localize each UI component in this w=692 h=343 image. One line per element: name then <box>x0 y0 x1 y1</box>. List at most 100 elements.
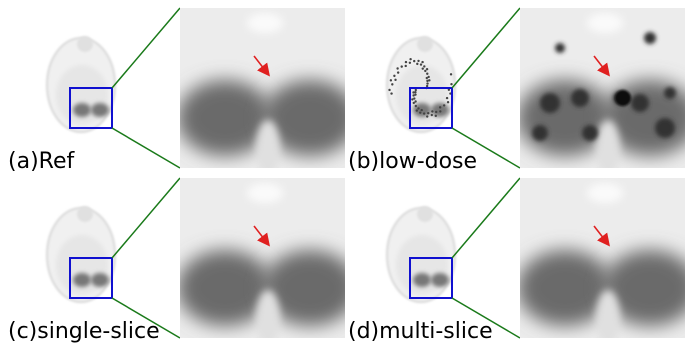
noise <box>426 115 428 117</box>
head-top <box>417 36 433 52</box>
noise <box>420 63 422 65</box>
noise <box>388 89 390 91</box>
lobe <box>73 103 91 117</box>
noise <box>409 58 411 60</box>
noise-blob <box>655 118 675 138</box>
overview-image <box>47 206 115 302</box>
noise <box>393 75 395 77</box>
noise <box>420 109 422 111</box>
panel: (b)low-dose <box>348 8 692 176</box>
noise <box>431 110 433 112</box>
panel-label: (c)single-slice <box>8 319 160 343</box>
panel-label: (d)multi-slice <box>348 319 493 343</box>
overview-image <box>387 36 455 132</box>
gap <box>256 120 280 176</box>
zoom-image <box>517 8 692 176</box>
noise <box>426 73 428 75</box>
noise-blob <box>664 87 676 99</box>
gap <box>596 120 620 176</box>
noise <box>423 65 425 67</box>
lobe <box>431 273 449 287</box>
noise <box>426 82 428 84</box>
noise <box>423 112 425 114</box>
bright-spot <box>587 13 623 33</box>
noise <box>414 93 416 95</box>
overview-image <box>47 36 115 132</box>
noise <box>414 91 416 93</box>
noise <box>397 71 399 73</box>
noise <box>443 104 445 106</box>
noise-blob <box>582 125 598 141</box>
noise <box>439 110 441 112</box>
noise <box>426 80 428 82</box>
noise <box>416 63 418 65</box>
hot-spot <box>615 90 631 106</box>
noise <box>426 77 428 79</box>
noise <box>421 61 423 63</box>
lobe <box>91 273 109 287</box>
noise-blob <box>571 89 589 107</box>
noise <box>419 111 421 113</box>
noise-blob <box>540 93 560 113</box>
noise <box>450 83 452 85</box>
noise <box>426 85 428 87</box>
noise <box>394 79 396 81</box>
noise-blob <box>631 94 649 112</box>
zoom-line <box>112 8 180 88</box>
lobe <box>73 273 91 287</box>
zoom-image <box>177 8 358 176</box>
noise <box>422 67 424 69</box>
bright-spot <box>587 183 623 203</box>
noise-blob <box>555 43 565 53</box>
noise <box>390 79 392 81</box>
panel-label: (b)low-dose <box>348 149 477 174</box>
noise-blob <box>644 32 656 44</box>
noise <box>405 61 407 63</box>
noise <box>396 67 398 69</box>
noise <box>414 100 416 102</box>
noise <box>427 112 429 114</box>
noise <box>431 114 433 116</box>
noise <box>446 97 448 99</box>
noise <box>450 73 452 75</box>
lobe <box>413 273 431 287</box>
head-top <box>77 36 93 52</box>
noise <box>405 65 407 67</box>
noise <box>390 92 392 94</box>
overview-image <box>387 206 455 302</box>
noise <box>413 60 415 62</box>
noise <box>447 101 449 103</box>
panel: (a)Ref <box>8 8 358 176</box>
noise <box>391 83 393 85</box>
panel-label: (a)Ref <box>8 149 75 174</box>
noise <box>413 97 415 99</box>
noise <box>424 70 426 72</box>
noise <box>409 62 411 64</box>
zoom-line <box>452 178 520 258</box>
zoom-line <box>112 178 180 258</box>
zoom-line <box>452 8 520 88</box>
bright-spot <box>247 183 283 203</box>
panel: (d)multi-slice <box>348 178 692 343</box>
noise <box>435 111 437 113</box>
head-top <box>417 206 433 222</box>
zoom-image <box>517 178 692 343</box>
noise <box>417 107 419 109</box>
bright-spot <box>247 13 283 33</box>
noise <box>416 109 418 111</box>
noise-blob <box>532 125 548 141</box>
figure: (a)Ref (b)low-dose (c)single-slice (d)multi… <box>0 0 692 343</box>
lobe <box>431 103 449 117</box>
noise <box>426 68 428 70</box>
panel: (c)single-slice <box>8 178 358 343</box>
noise <box>401 65 403 67</box>
noise <box>417 60 419 62</box>
zoom-image <box>177 178 358 343</box>
zoom-line <box>112 128 180 168</box>
lobe <box>91 103 109 117</box>
noise <box>439 106 441 108</box>
noise <box>435 115 437 117</box>
noise <box>415 105 417 107</box>
head-top <box>77 206 93 222</box>
noise <box>415 89 417 91</box>
